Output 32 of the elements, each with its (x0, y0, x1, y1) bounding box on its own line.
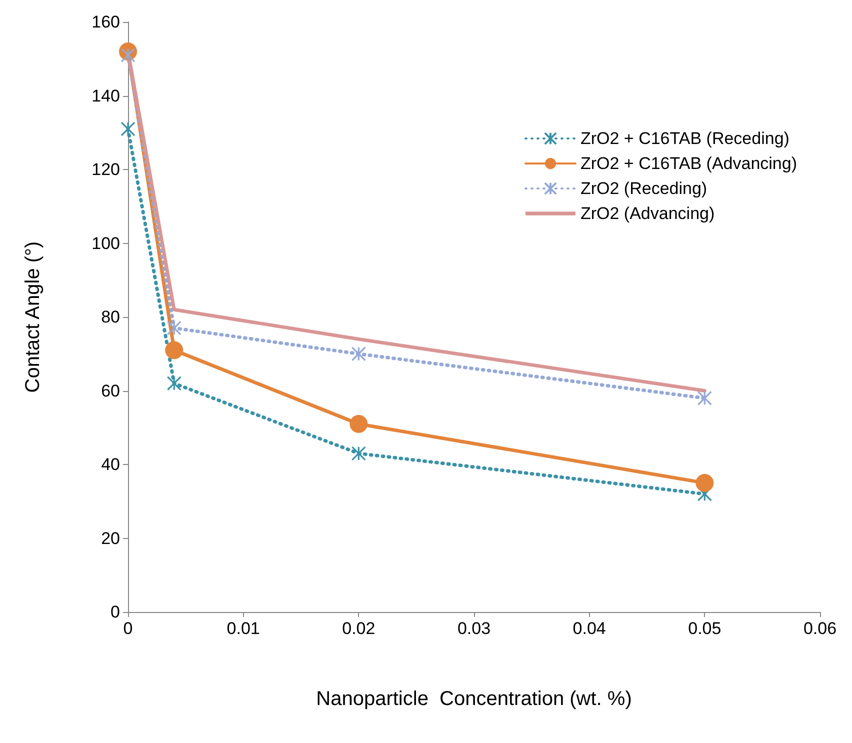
y-tick-label: 20 (101, 528, 120, 548)
x-tick-label: 0.02 (342, 619, 376, 638)
point (120, 122, 136, 136)
y-tick-label: 100 (92, 234, 120, 253)
x-tick-label: 0.06 (803, 619, 837, 638)
x-tick-label: 0.03 (457, 619, 491, 638)
point (166, 320, 182, 336)
legend-label: ZrO2 + C16TAB (Advancing) (580, 154, 798, 173)
point (351, 346, 366, 362)
y-axis-title: Contact Angle (°) (22, 241, 44, 393)
point (697, 390, 712, 406)
y-tick-label: 40 (101, 455, 120, 474)
y-tick-label: 160 (92, 12, 120, 32)
x-tick-label: 0.05 (688, 619, 722, 638)
y-tick-label: 60 (101, 381, 120, 400)
point (165, 341, 184, 360)
y-tick-label: 0 (110, 602, 120, 622)
x-axis-title: Nanoparticle Concentration (wt. %) (316, 688, 632, 710)
x-tick-label: 0.04 (572, 619, 606, 638)
y-tick-label: 80 (101, 308, 120, 326)
point (120, 48, 136, 62)
legend-label: ZrO2 (Advancing) (580, 204, 715, 223)
x-tick-label: 0 (123, 619, 133, 638)
legend-label: ZrO2 (Receding) (580, 179, 708, 198)
y-tick-label: 120 (92, 160, 120, 179)
x-tick-label: 0.01 (226, 619, 260, 638)
point (351, 446, 366, 461)
legend-label: ZrO2 + C16TAB (Receding) (580, 129, 790, 148)
point (350, 414, 368, 433)
y-tick-label: 140 (92, 86, 120, 106)
point (166, 376, 182, 391)
point (696, 474, 714, 492)
